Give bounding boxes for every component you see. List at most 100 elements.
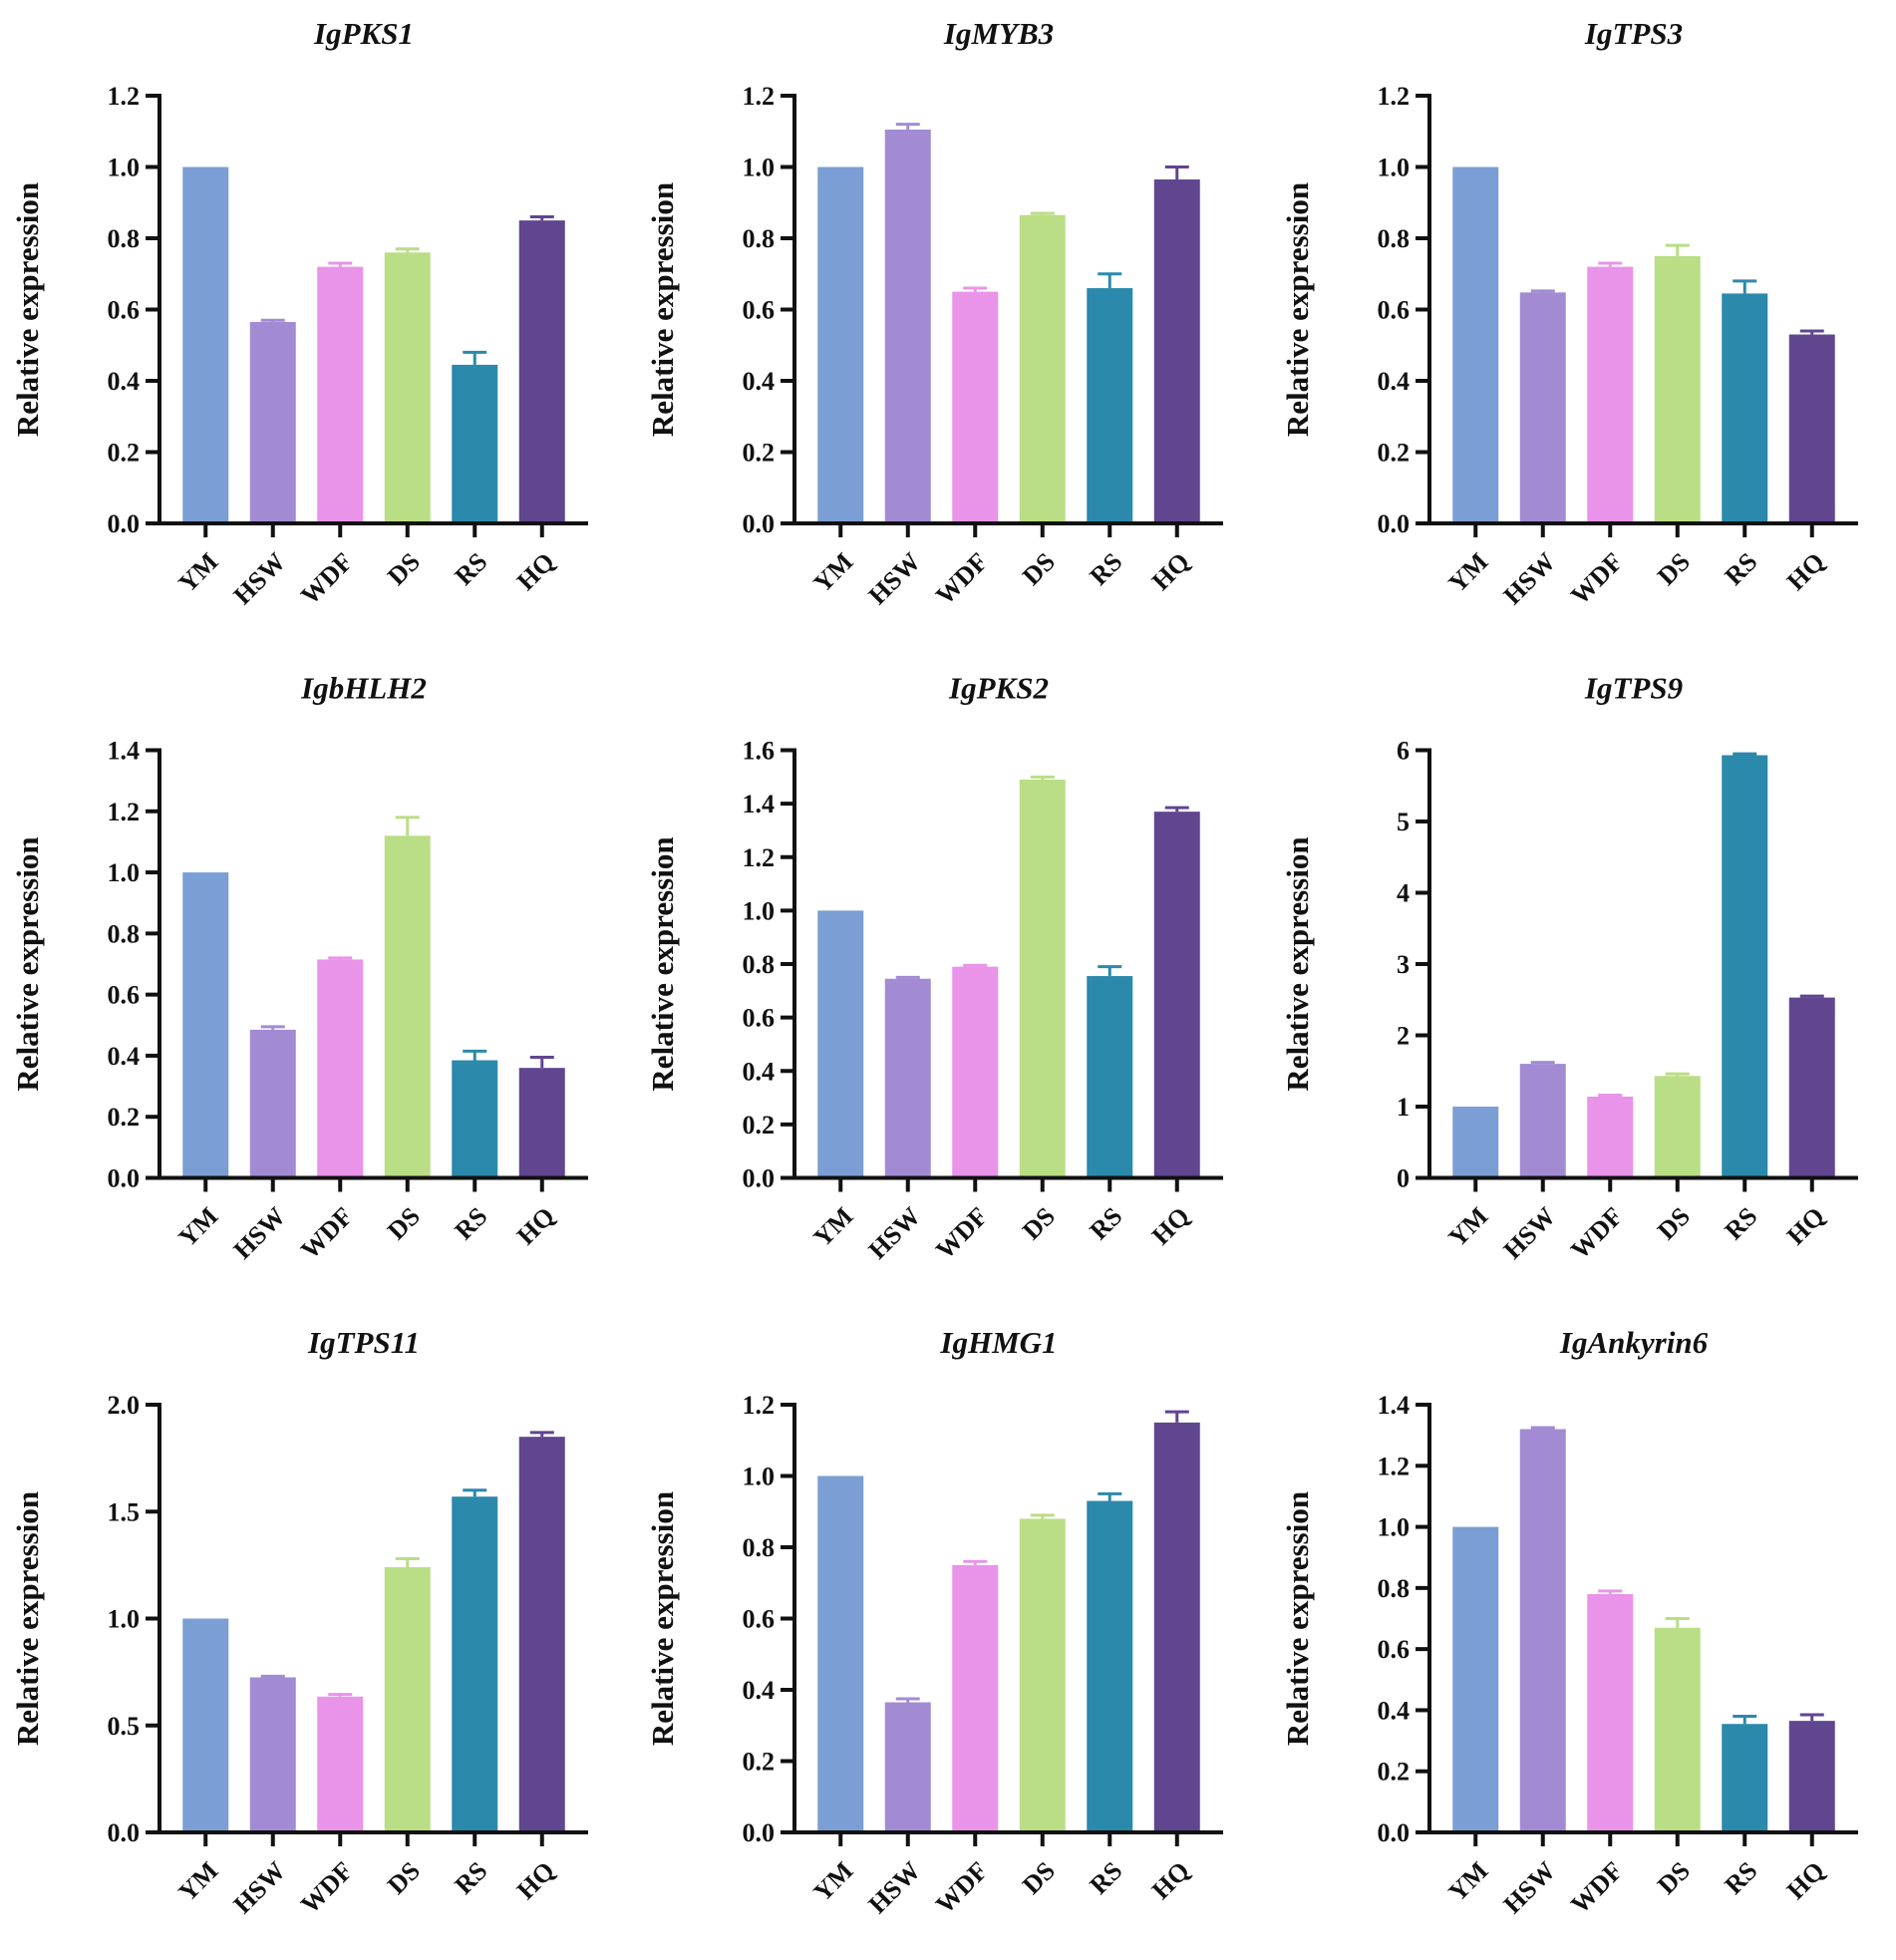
- x-tick-label: HQ: [1781, 547, 1830, 596]
- y-tick-label: 1.4: [743, 790, 776, 818]
- y-tick-label: 0.2: [743, 1111, 776, 1140]
- bar-YM: [182, 166, 229, 523]
- y-tick-label: 6: [1397, 737, 1410, 766]
- y-axis-label: Relative expression: [10, 836, 45, 1091]
- y-tick-label: 1.0: [1378, 154, 1411, 182]
- x-tick-label: YM: [807, 547, 858, 598]
- chart-title: IgbHLH2: [300, 671, 427, 706]
- y-tick-label: 0.2: [1378, 439, 1411, 468]
- x-tick-label: RS: [1719, 1856, 1762, 1900]
- x-tick-label: RS: [1084, 1201, 1127, 1245]
- y-tick-label: 1.2: [743, 1391, 776, 1420]
- bar-DS: [384, 252, 431, 524]
- x-tick-label: WDF: [295, 1201, 358, 1264]
- y-tick-label: 0.8: [1378, 1574, 1411, 1603]
- x-tick-label: HSW: [228, 1856, 291, 1919]
- y-tick-label: 1.2: [108, 798, 141, 826]
- chart-title: IgTPS11: [307, 1325, 420, 1360]
- x-tick-label: YM: [807, 1201, 858, 1252]
- x-tick-label: YM: [1442, 547, 1493, 598]
- y-tick-label: 0.8: [743, 224, 776, 253]
- bar-RS: [452, 1496, 498, 1832]
- y-tick-label: 0.8: [743, 1533, 776, 1562]
- y-tick-label: 0.6: [108, 296, 141, 325]
- bar-WDF: [1587, 266, 1634, 523]
- bar-HQ: [1788, 997, 1835, 1178]
- bar-YM: [1452, 166, 1499, 523]
- y-tick-label: 0.4: [743, 367, 776, 396]
- bar-HQ: [518, 1437, 565, 1832]
- x-tick-label: YM: [172, 1856, 223, 1907]
- bar-HSW: [884, 978, 931, 1178]
- y-tick-label: 1.2: [1378, 82, 1411, 111]
- x-tick-label: RS: [449, 1201, 492, 1245]
- bar-WDF: [317, 959, 364, 1178]
- x-tick-label: YM: [172, 547, 223, 598]
- y-tick-label: 0.2: [108, 439, 141, 468]
- chart-panel-IgbHLH2: IgbHLH2 Relative expression YM HSW WDF DS RS HQ…: [10, 671, 588, 1265]
- bar-YM: [182, 872, 229, 1178]
- bar-DS: [1654, 255, 1701, 523]
- bar-DS: [1019, 1518, 1066, 1832]
- x-tick-label: HSW: [1498, 1201, 1561, 1264]
- y-tick-label: 0.4: [108, 367, 141, 396]
- y-tick-label: 5: [1397, 808, 1410, 836]
- x-tick-label: HQ: [1781, 1201, 1830, 1250]
- bar-YM: [817, 1475, 864, 1832]
- chart-title: IgTPS3: [1584, 16, 1683, 51]
- bar-HQ: [518, 1068, 565, 1178]
- y-tick-label: 0.8: [1378, 224, 1411, 253]
- bar-HSW: [249, 1029, 296, 1178]
- x-tick-label: HQ: [1781, 1856, 1830, 1905]
- chart-title: IgHMG1: [939, 1325, 1057, 1360]
- bar-DS: [1019, 779, 1066, 1178]
- y-tick-label: 1.0: [1378, 1513, 1411, 1542]
- bar-WDF: [1587, 1096, 1634, 1178]
- y-tick-label: 1.6: [743, 737, 776, 766]
- y-tick-label: 1.4: [108, 737, 141, 766]
- chart-panel-IgMYB3: IgMYB3 Relative expression YM HSW WDF DS RS HQ 0…: [645, 16, 1223, 610]
- bar-HQ: [1153, 179, 1200, 523]
- y-tick-label: 0.2: [743, 439, 776, 468]
- y-tick-label: 1.0: [108, 1605, 141, 1634]
- bar-DS: [1654, 1627, 1701, 1832]
- y-tick-label: 0.8: [108, 224, 141, 253]
- y-axis-label: Relative expression: [10, 182, 45, 437]
- bar-RS: [1722, 755, 1768, 1178]
- x-tick-label: RS: [1719, 1201, 1762, 1245]
- y-tick-label: 0.0: [1378, 509, 1411, 538]
- chart-title: IgAnkyrin6: [1559, 1325, 1709, 1360]
- bar-YM: [817, 166, 864, 523]
- y-tick-label: 1.4: [1378, 1391, 1411, 1420]
- y-tick-label: 0.0: [743, 1818, 776, 1847]
- y-tick-label: 0.0: [108, 1818, 141, 1847]
- x-tick-label: WDF: [1565, 1201, 1628, 1264]
- bar-HQ: [1788, 1721, 1835, 1832]
- y-tick-label: 0.2: [743, 1748, 776, 1777]
- y-tick-label: 0.5: [108, 1712, 141, 1741]
- x-tick-label: DS: [1652, 1201, 1696, 1245]
- x-tick-label: RS: [1719, 547, 1762, 591]
- y-tick-label: 0.4: [1378, 367, 1411, 396]
- y-tick-label: 1.0: [108, 154, 141, 182]
- bar-DS: [1019, 214, 1066, 523]
- x-tick-label: WDF: [930, 1201, 993, 1264]
- y-tick-label: 0.6: [1378, 1635, 1411, 1664]
- bar-RS: [1722, 293, 1768, 523]
- bar-DS: [1654, 1076, 1701, 1178]
- y-axis-label: Relative expression: [1280, 836, 1315, 1091]
- x-tick-label: RS: [1084, 547, 1127, 591]
- y-axis-label: Relative expression: [10, 1491, 45, 1746]
- bar-DS: [384, 835, 431, 1178]
- y-axis-label: Relative expression: [645, 1491, 680, 1746]
- x-tick-label: YM: [1442, 1856, 1493, 1907]
- bar-YM: [817, 910, 864, 1178]
- bar-RS: [1087, 976, 1133, 1178]
- x-tick-label: WDF: [1565, 547, 1628, 610]
- y-axis-label: Relative expression: [645, 836, 680, 1091]
- y-tick-label: 0.4: [108, 1042, 141, 1071]
- bar-HSW: [249, 322, 296, 523]
- chart-panel-IgTPS3: IgTPS3 Relative expression YM HSW WDF DS RS HQ 0…: [1280, 16, 1858, 610]
- chart-panel-IgPKS1: IgPKS1 Relative expression YM HSW WDF DS RS HQ 0…: [10, 16, 588, 610]
- x-tick-label: DS: [1017, 1856, 1061, 1900]
